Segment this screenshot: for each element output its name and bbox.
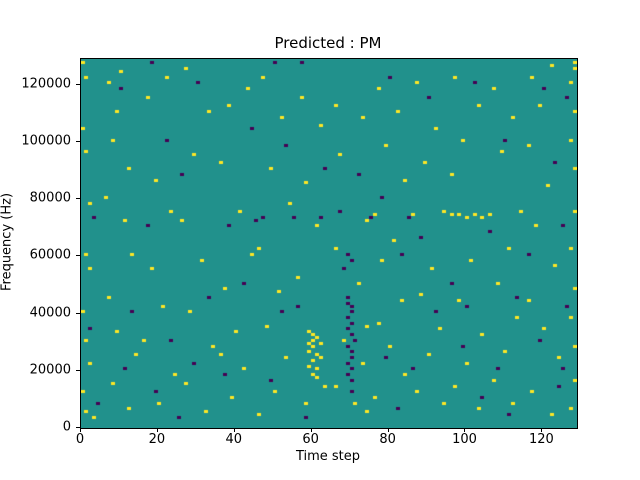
x-tick-mark: [310, 428, 312, 432]
x-tick-label: 20: [148, 432, 166, 447]
y-tick-label: 40000: [29, 305, 71, 321]
x-axis-label: Time step: [295, 449, 361, 464]
y-axis-label: Frequency (Hz): [0, 192, 15, 292]
y-tick-label: 80000: [29, 190, 71, 206]
y-tick-mark: [76, 255, 80, 257]
heatmap-canvas: [81, 59, 577, 428]
y-tick-mark: [76, 312, 80, 314]
y-tick-mark: [76, 427, 80, 428]
y-tick-mark: [76, 198, 80, 200]
x-tick-label: 0: [75, 432, 85, 447]
y-tick-label: 120000: [21, 76, 71, 92]
x-tick-label: 120: [528, 432, 554, 447]
x-tick-mark: [156, 428, 158, 432]
y-tick-mark: [76, 140, 80, 142]
y-tick-label: 20000: [29, 362, 71, 378]
y-tick-mark: [76, 369, 80, 371]
x-tick-label: 100: [452, 432, 477, 447]
x-tick-mark: [464, 428, 466, 432]
x-tick-mark: [233, 428, 235, 432]
plot-area: [80, 58, 578, 429]
x-tick-label: 80: [379, 432, 396, 447]
y-tick-mark: [76, 83, 80, 85]
x-tick-mark: [541, 428, 543, 432]
x-tick-label: 40: [225, 432, 243, 447]
x-tick-label: 60: [302, 432, 319, 447]
y-tick-label: 0: [62, 419, 71, 435]
x-tick-mark: [387, 428, 389, 432]
x-tick-mark: [80, 428, 81, 432]
y-tick-label: 60000: [29, 247, 71, 263]
chart-title: Predicted : PM: [274, 34, 382, 52]
y-tick-label: 100000: [21, 133, 71, 149]
